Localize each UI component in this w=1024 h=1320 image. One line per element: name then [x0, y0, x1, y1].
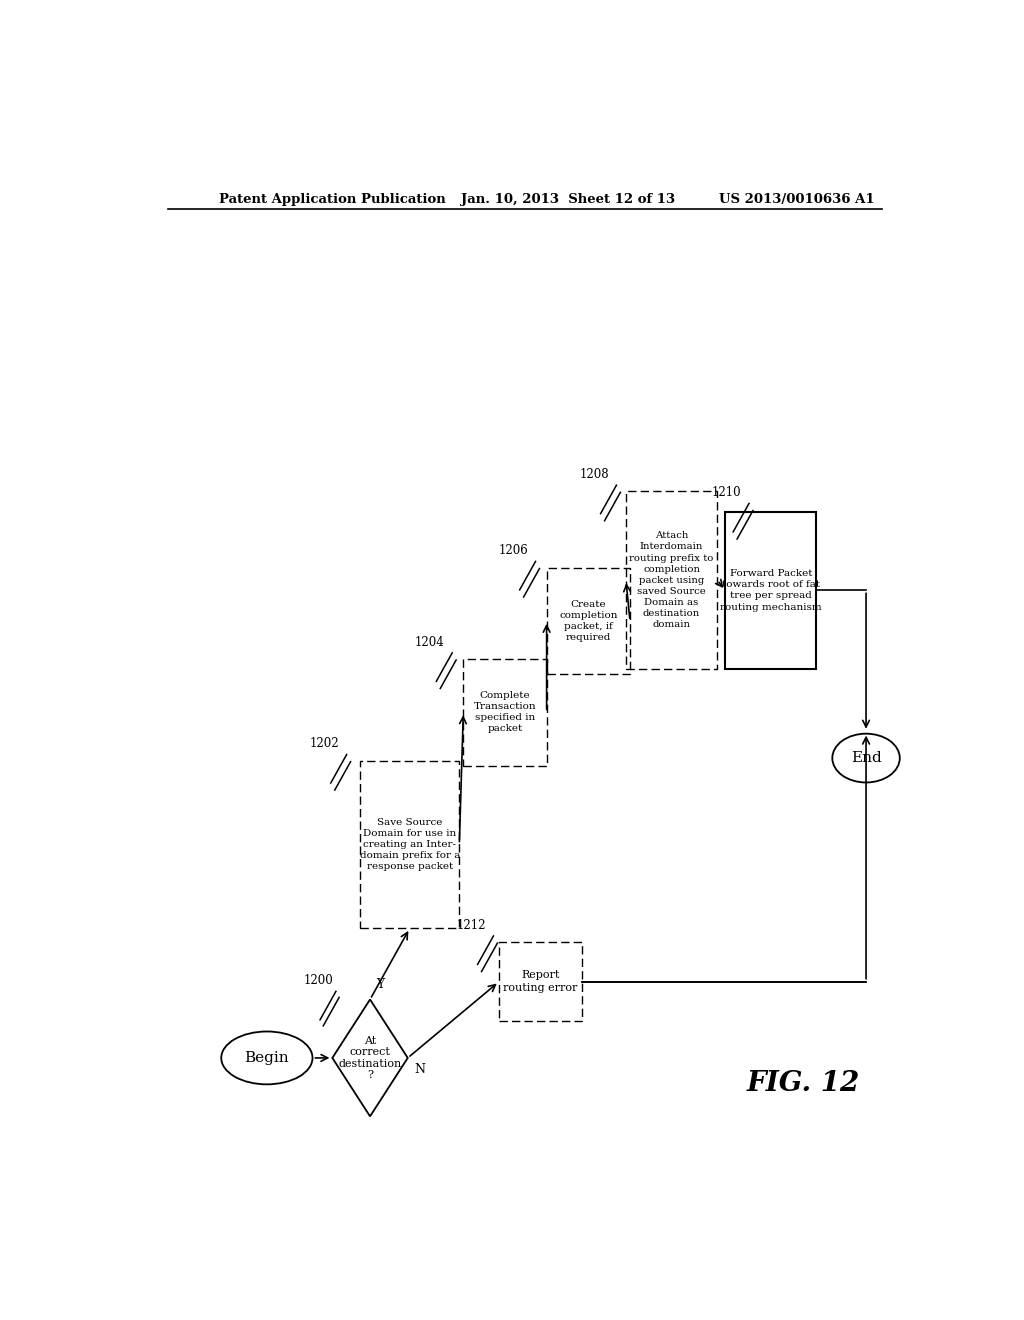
Text: At
correct
destination
?: At correct destination ? — [338, 1035, 401, 1080]
Text: Attach
Interdomain
routing prefix to
completion
packet using
saved Source
Domain: Attach Interdomain routing prefix to com… — [630, 532, 714, 630]
Text: FIG. 12: FIG. 12 — [748, 1069, 860, 1097]
Text: 1210: 1210 — [712, 486, 741, 499]
Text: Forward Packet
towards root of fat
tree per spread
routing mechanism: Forward Packet towards root of fat tree … — [720, 569, 821, 611]
Text: Save Source
Domain for use in
creating an Inter-
domain prefix for a
response pa: Save Source Domain for use in creating a… — [359, 818, 460, 871]
Text: 1202: 1202 — [309, 738, 339, 751]
Text: Y: Y — [377, 978, 385, 991]
Text: Report
routing error: Report routing error — [504, 970, 578, 993]
Text: Jan. 10, 2013  Sheet 12 of 13: Jan. 10, 2013 Sheet 12 of 13 — [461, 193, 676, 206]
Text: US 2013/0010636 A1: US 2013/0010636 A1 — [719, 193, 874, 206]
Text: Patent Application Publication: Patent Application Publication — [219, 193, 446, 206]
Text: 1204: 1204 — [415, 636, 444, 649]
Text: Begin: Begin — [245, 1051, 289, 1065]
Text: Complete
Transaction
specified in
packet: Complete Transaction specified in packet — [474, 692, 537, 734]
Text: 1212: 1212 — [457, 919, 486, 932]
Text: 1200: 1200 — [303, 974, 334, 987]
Text: 1208: 1208 — [580, 469, 609, 480]
Text: 1206: 1206 — [499, 544, 528, 557]
Text: End: End — [851, 751, 882, 766]
Text: Create
completion
packet, if
required: Create completion packet, if required — [559, 599, 617, 642]
Text: N: N — [414, 1063, 425, 1076]
